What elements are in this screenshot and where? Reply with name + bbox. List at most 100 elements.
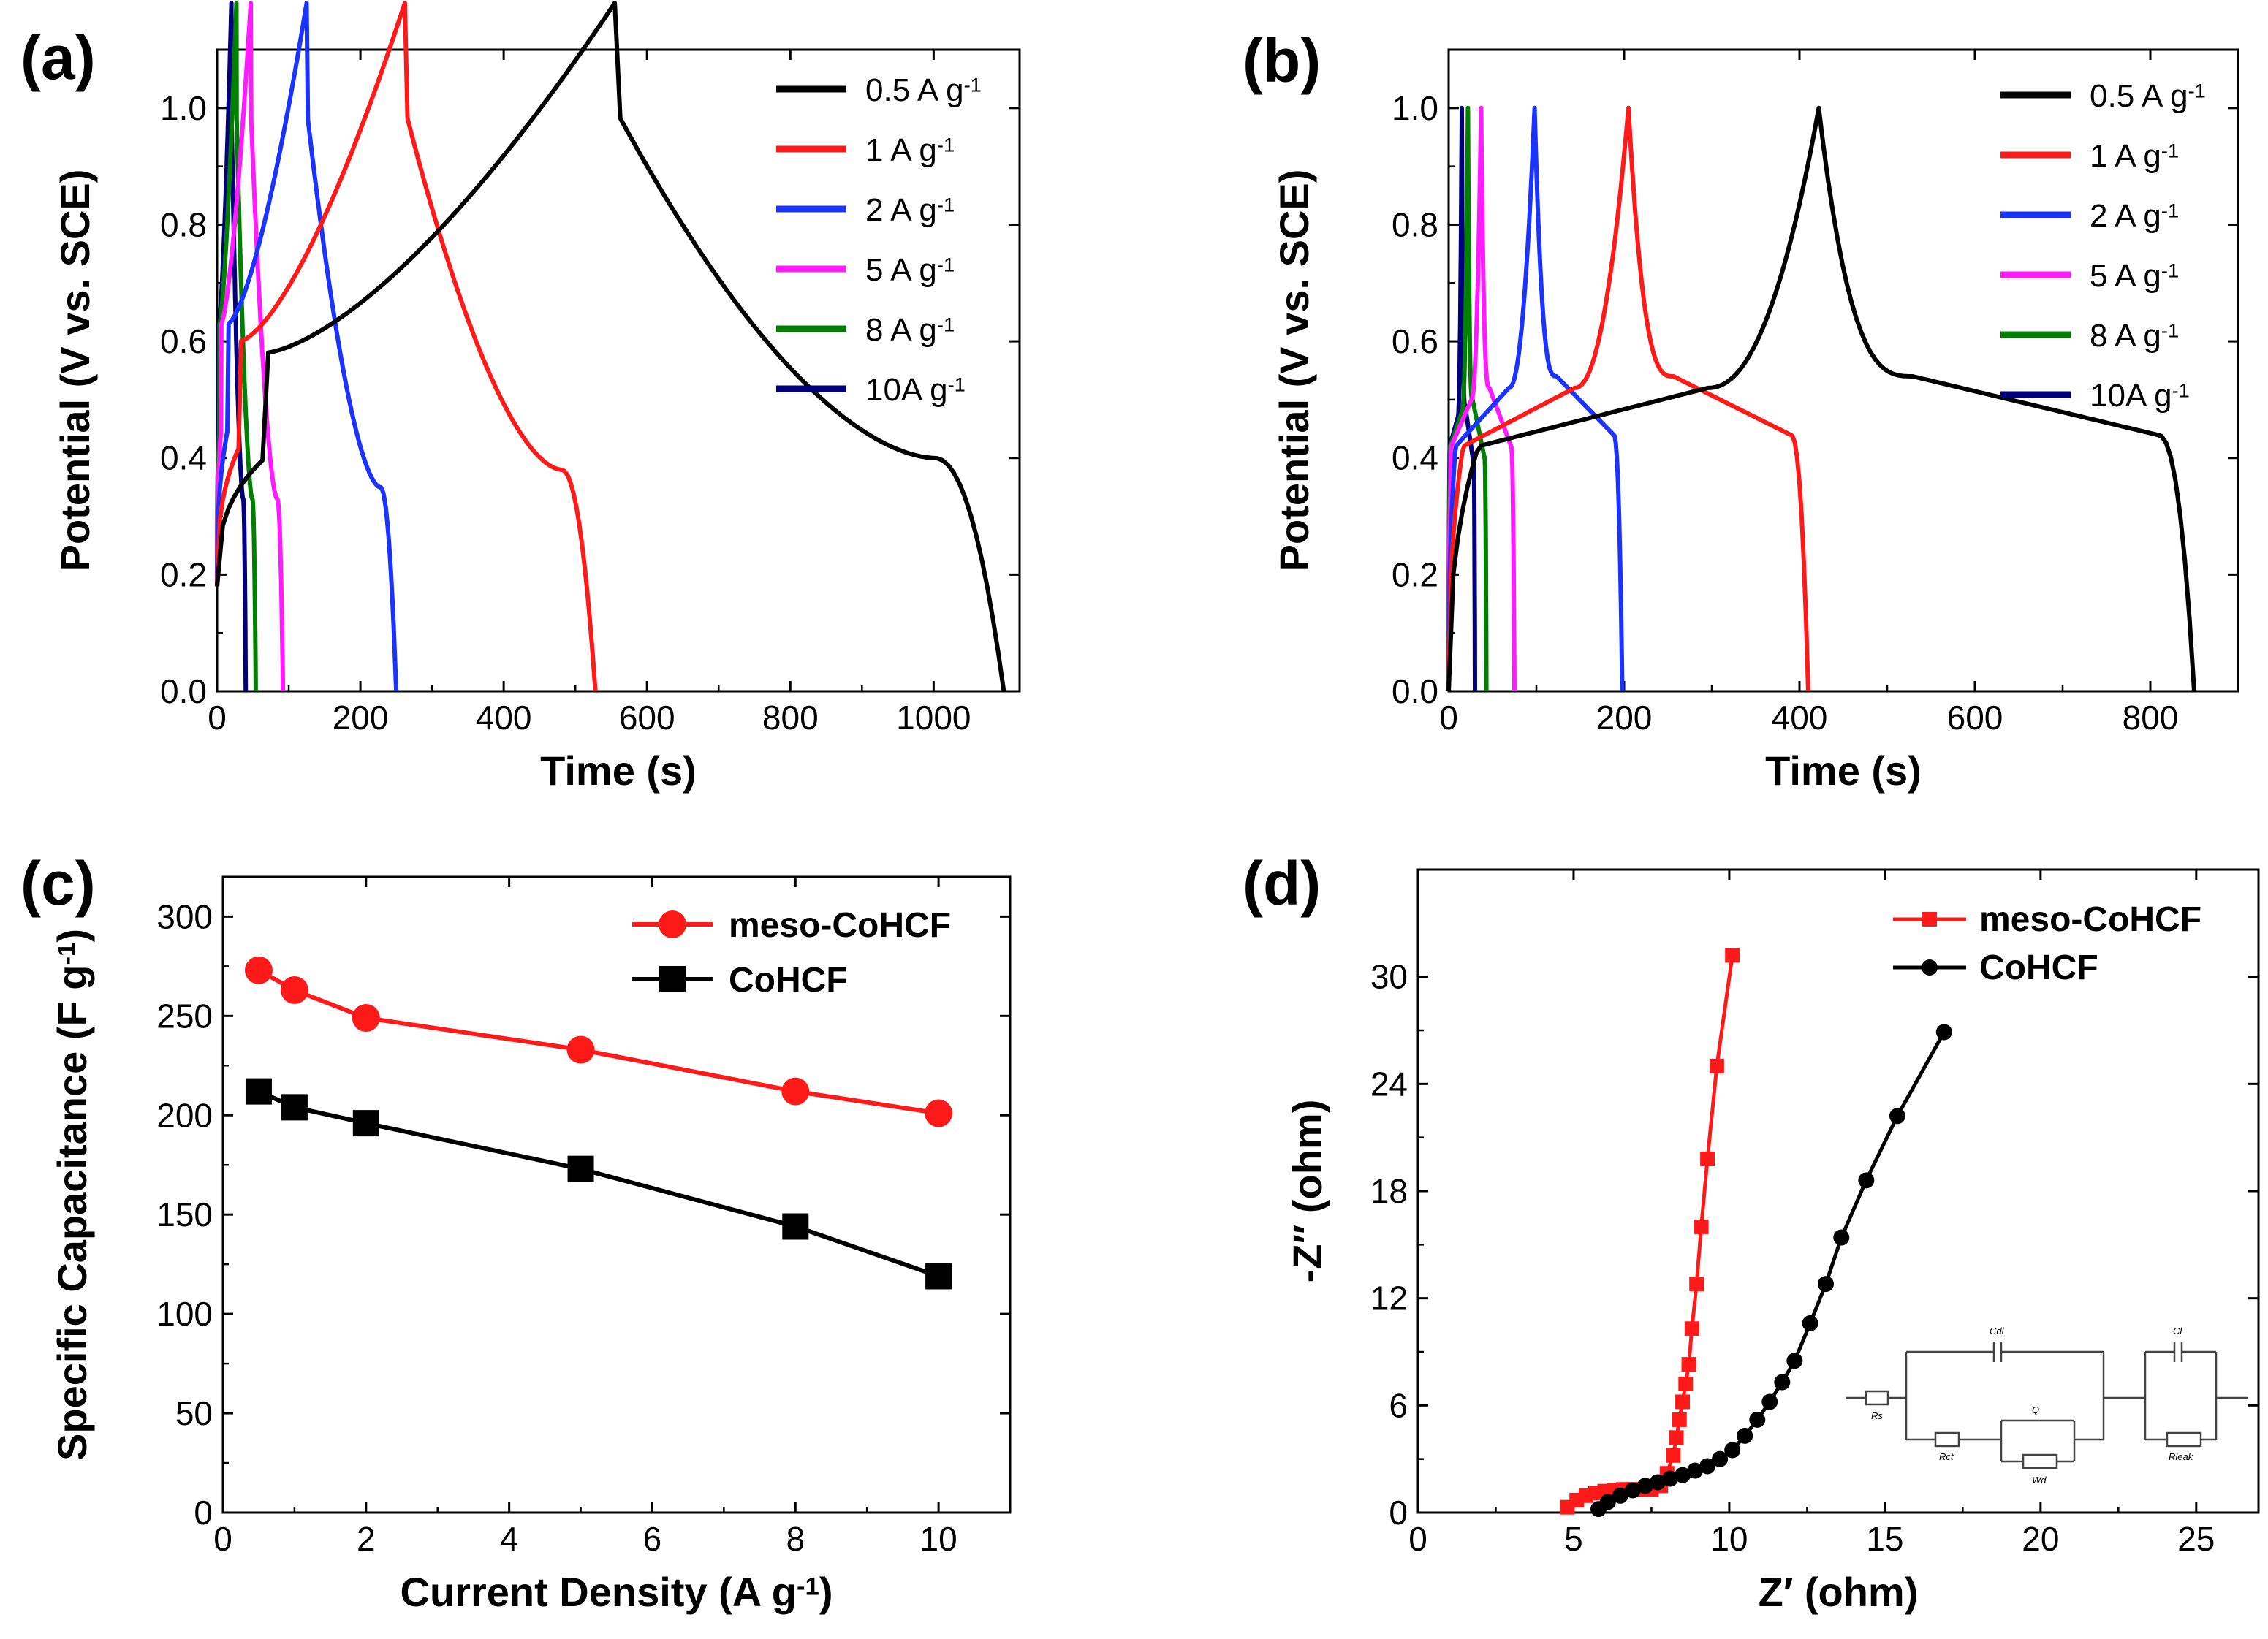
x-tick-label: 0 xyxy=(1439,699,1458,737)
inset-label-cl: Cl xyxy=(2173,1326,2182,1336)
inset-label-wd: Wd xyxy=(2032,1475,2047,1486)
legend-label: 5 A g-1 xyxy=(2090,258,2179,294)
x-tick-label: 0 xyxy=(213,1520,232,1558)
y-axis-label-tail: ) xyxy=(49,929,95,943)
data-point xyxy=(1737,1427,1753,1444)
legend-label-sup: -1 xyxy=(2172,379,2190,402)
x-tick-label: 400 xyxy=(1772,699,1828,737)
x-tick-label: 25 xyxy=(2177,1520,2215,1558)
panel-a-charge-discharge-curves: 0 200 400 600 800 1000 0.0 0.2 0.4 0.6 0.8 1.0 Time … xyxy=(52,1,1021,794)
legend-label: CoHCF xyxy=(1979,948,2098,987)
x-tick-label: 1000 xyxy=(896,699,971,737)
x-tick-label: 800 xyxy=(762,699,819,737)
data-point xyxy=(1636,1478,1653,1494)
y-tick-label: 0.4 xyxy=(1392,439,1438,477)
gcd-curve xyxy=(215,1,399,692)
data-point xyxy=(1712,1450,1729,1467)
legend-label-sup: -1 xyxy=(937,134,955,156)
legend-label: 8 A g-1 xyxy=(865,312,955,348)
data-point xyxy=(925,1099,953,1127)
gcd-curve xyxy=(215,1,286,692)
x-axis-label: Time (s) xyxy=(1765,748,1922,794)
legend-label: 2 A g-1 xyxy=(865,192,955,228)
x-tick-label: 800 xyxy=(2123,699,2179,737)
data-point xyxy=(1774,1374,1791,1391)
x-tick-label: 6 xyxy=(643,1520,662,1558)
data-point xyxy=(1599,1494,1616,1510)
legend-label-sup: -1 xyxy=(2161,319,2179,342)
legend-label-main: 5 A g xyxy=(865,252,937,288)
legend-label: meso-CoHCF xyxy=(1979,900,2201,939)
data-point xyxy=(1649,1474,1666,1491)
legend-label: 1 A g-1 xyxy=(865,132,955,168)
x-tick-label: 600 xyxy=(1947,699,2003,737)
gcd-curve xyxy=(215,1,1006,692)
y-axis-label: Potential (V vs. SCE) xyxy=(1271,170,1317,572)
inset-label-q: Q xyxy=(2032,1404,2039,1415)
data-point xyxy=(1833,1229,1850,1246)
series-line xyxy=(1597,1031,1946,1511)
data-point xyxy=(1699,1458,1716,1475)
data-point xyxy=(280,976,308,1004)
y-axis-label: Specific Capacitance (F g-1) xyxy=(49,929,95,1461)
legend-label-sup: -1 xyxy=(2161,140,2179,162)
panel-label-c: (c) xyxy=(20,849,96,918)
panel-label-a: (a) xyxy=(20,23,96,92)
data-point xyxy=(245,1078,272,1105)
x-axis-label: Current Density (A g-1) xyxy=(401,1569,833,1615)
y-tick-label: 0.4 xyxy=(160,439,207,477)
legend-label-main: 2 A g xyxy=(2090,198,2161,234)
data-point xyxy=(1761,1393,1778,1410)
data-point xyxy=(1672,1412,1687,1427)
legend-label-sup: -1 xyxy=(937,254,955,276)
data-point xyxy=(281,1094,308,1121)
legend-label-main: 10A g xyxy=(2090,378,2172,414)
data-point xyxy=(567,1155,594,1182)
y-tick-label: 0 xyxy=(194,1494,213,1532)
legend-label-main: 8 A g xyxy=(865,312,937,348)
x-tick-label: 10 xyxy=(1710,1520,1748,1558)
x-axis-label: Z′ (ohm) xyxy=(1759,1569,1919,1615)
data-point xyxy=(1858,1172,1875,1189)
y-tick-label: 200 xyxy=(156,1096,213,1134)
gcd-curve xyxy=(1446,105,2196,692)
plot-frame xyxy=(1416,868,2260,1514)
data-point xyxy=(925,1263,952,1290)
legend-label: 2 A g-1 xyxy=(2090,198,2179,234)
inset-label-cdl: Cdl xyxy=(1990,1326,2005,1336)
legend-marker xyxy=(659,910,686,938)
x-tick-label: 10 xyxy=(920,1520,957,1558)
data-point xyxy=(1669,1430,1684,1445)
y-tick-label: 0.2 xyxy=(160,555,207,593)
x-tick-label: 200 xyxy=(333,699,389,737)
y-tick-label: 24 xyxy=(1370,1065,1408,1103)
data-point xyxy=(782,1213,809,1240)
data-point xyxy=(1689,1277,1704,1292)
x-tick-label: 200 xyxy=(1596,699,1653,737)
y-tick-label: 0.0 xyxy=(160,672,207,710)
legend-label: 5 A g-1 xyxy=(865,252,955,288)
legend-label: meso-CoHCF xyxy=(729,906,951,945)
data-point xyxy=(1624,1482,1641,1499)
legend-label-sup: -1 xyxy=(2161,199,2179,222)
x-tick-label: 0 xyxy=(1408,1520,1427,1558)
y-tick-label: 0.8 xyxy=(160,205,207,243)
inset-label-rct: Rct xyxy=(1939,1451,1954,1462)
y-tick-label: 12 xyxy=(1370,1279,1408,1317)
legend-label-main: 5 A g xyxy=(2090,258,2161,294)
inset-label-rleak: Rleak xyxy=(2169,1451,2194,1462)
legend-label-sup: -1 xyxy=(2188,80,2206,102)
legend-label-sup: -1 xyxy=(948,373,966,396)
data-point xyxy=(1725,948,1740,963)
data-point xyxy=(1817,1276,1834,1293)
x-axis-label-main: Current Density (A g xyxy=(401,1569,797,1615)
x-tick-label: 400 xyxy=(476,699,532,737)
legend-marker xyxy=(1922,912,1937,927)
plot-frame xyxy=(221,875,1012,1514)
y-axis-label: -Z″ (ohm) xyxy=(1284,1100,1330,1283)
data-point xyxy=(566,1035,595,1064)
inset-label-rs: Rs xyxy=(1871,1410,1883,1421)
y-tick-label: 50 xyxy=(175,1394,213,1432)
x-tick-label: 20 xyxy=(2022,1520,2059,1558)
data-point xyxy=(1678,1377,1694,1391)
